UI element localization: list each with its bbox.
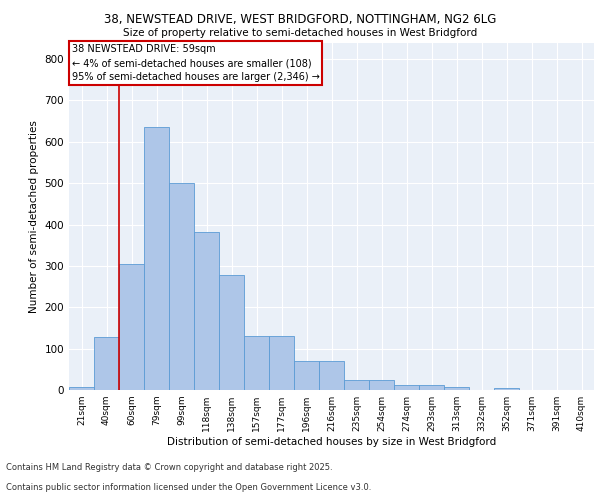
Bar [394,386,419,390]
Y-axis label: Number of semi-detached properties: Number of semi-detached properties [29,120,39,312]
Bar [344,380,369,390]
Text: Contains public sector information licensed under the Open Government Licence v3: Contains public sector information licen… [6,484,371,492]
Bar [244,336,269,390]
Bar [269,336,294,390]
Text: Size of property relative to semi-detached houses in West Bridgford: Size of property relative to semi-detach… [123,28,477,38]
Bar [144,128,169,390]
Bar [69,386,94,390]
Bar [369,380,394,390]
X-axis label: Distribution of semi-detached houses by size in West Bridgford: Distribution of semi-detached houses by … [167,437,496,447]
Bar [94,337,119,390]
Text: Contains HM Land Registry data © Crown copyright and database right 2025.: Contains HM Land Registry data © Crown c… [6,464,332,472]
Text: 38, NEWSTEAD DRIVE, WEST BRIDGFORD, NOTTINGHAM, NG2 6LG: 38, NEWSTEAD DRIVE, WEST BRIDGFORD, NOTT… [104,12,496,26]
Bar [219,275,244,390]
Bar [294,361,319,390]
Bar [319,361,344,390]
Bar [119,264,144,390]
Text: 38 NEWSTEAD DRIVE: 59sqm
← 4% of semi-detached houses are smaller (108)
95% of s: 38 NEWSTEAD DRIVE: 59sqm ← 4% of semi-de… [71,44,320,82]
Bar [169,183,194,390]
Bar [494,388,519,390]
Bar [194,232,219,390]
Bar [419,386,444,390]
Bar [444,386,469,390]
